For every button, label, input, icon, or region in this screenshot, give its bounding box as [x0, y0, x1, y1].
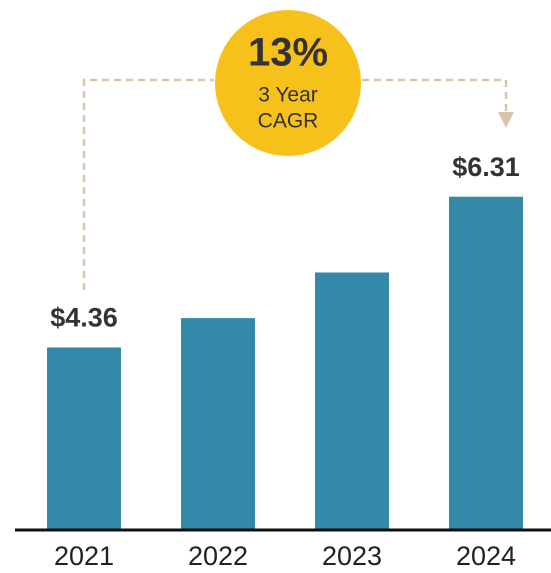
x-tick-label: 2022 — [188, 541, 248, 571]
cagr-badge — [215, 10, 361, 156]
x-tick-label: 2021 — [54, 541, 114, 571]
bar — [315, 272, 389, 530]
x-tick-label: 2024 — [456, 541, 516, 571]
value-label: $4.36 — [50, 303, 118, 333]
cagr-caption: 3 Year — [258, 84, 318, 107]
cagr-connector — [82, 78, 508, 290]
cagr-caption: CAGR — [258, 110, 319, 133]
x-tick-label: 2023 — [322, 541, 382, 571]
bar — [181, 318, 255, 530]
bar — [47, 347, 121, 530]
cagr-value: 13% — [248, 31, 328, 75]
cagr-arrow-head — [498, 112, 514, 128]
value-label: $6.31 — [452, 152, 520, 182]
bar — [449, 196, 523, 530]
